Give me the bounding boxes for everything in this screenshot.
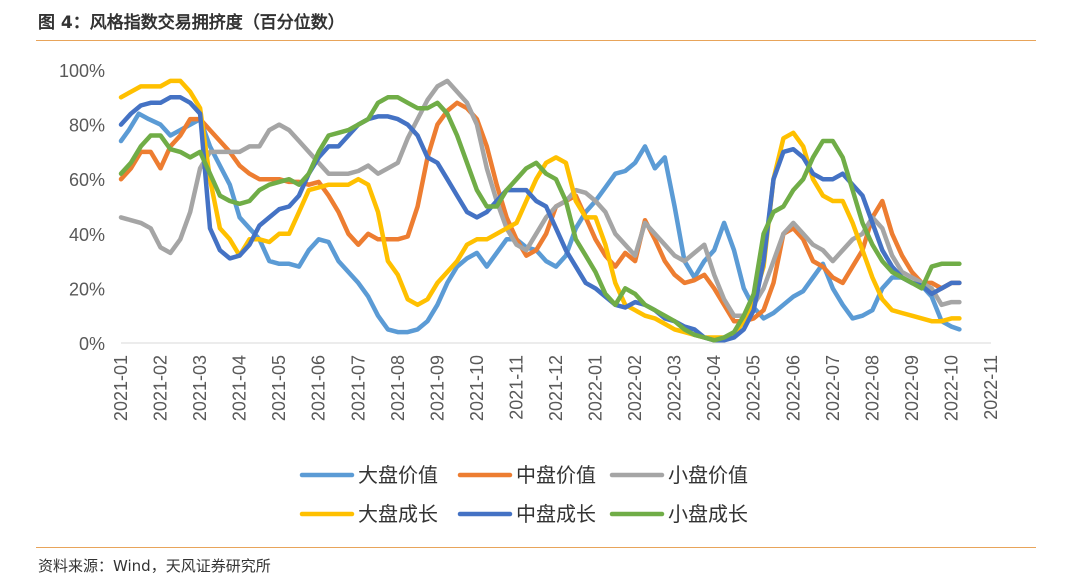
x-tick-label: 2021-12 xyxy=(546,355,566,421)
y-axis-labels: 0% 20% 40% 60% 80% 100% xyxy=(59,61,105,354)
legend-label: 中盘价值 xyxy=(516,463,596,487)
x-tick-label: 2022-08 xyxy=(862,355,882,421)
y-tick-label: 20% xyxy=(69,279,105,299)
legend-label: 大盘价值 xyxy=(358,463,438,487)
x-tick-label: 2021-01 xyxy=(111,355,131,421)
x-tick-label: 2021-03 xyxy=(190,355,210,421)
legend-label: 小盘成长 xyxy=(668,502,748,526)
y-tick-label: 40% xyxy=(69,225,105,245)
series-line xyxy=(118,78,962,318)
y-tick-label: 100% xyxy=(59,61,105,81)
y-tick-label: 80% xyxy=(69,116,105,136)
x-tick-label: 2022-10 xyxy=(941,355,961,421)
legend-label: 大盘成长 xyxy=(358,502,438,526)
y-tick-label: 60% xyxy=(69,170,105,190)
x-tick-label: 2021-08 xyxy=(388,355,408,421)
x-tick-label: 2022-02 xyxy=(625,355,645,421)
x-tick-label: 2022-07 xyxy=(823,355,843,421)
series-line xyxy=(118,95,962,343)
series-line xyxy=(118,78,962,340)
plot-series xyxy=(118,78,962,343)
x-tick-label: 2021-07 xyxy=(348,355,368,421)
y-tick-label: 0% xyxy=(79,334,105,354)
figure-title: 图 4：风格指数交易拥挤度（百分位数） xyxy=(38,13,345,33)
x-tick-label: 2021-09 xyxy=(427,355,447,421)
x-tick-label: 2021-04 xyxy=(230,355,250,421)
x-tick-label: 2022-06 xyxy=(783,355,803,421)
footer-rule xyxy=(36,547,1036,548)
series-line xyxy=(118,95,962,343)
x-tick-label: 2022-05 xyxy=(744,355,764,421)
x-tick-label: 2022-04 xyxy=(704,355,724,421)
x-tick-label: 2022-01 xyxy=(586,355,606,421)
legend-label: 小盘价值 xyxy=(668,463,748,487)
x-axis-labels: 2021-01 2021-02 2021-03 2021-04 2021-05 2021-… xyxy=(111,355,1001,421)
x-tick-label: 2021-05 xyxy=(269,355,289,421)
x-tick-label: 2022-11 xyxy=(981,355,1001,420)
source-note: 资料来源：Wind，天风证券研究所 xyxy=(38,557,271,575)
legend-label: 中盘成长 xyxy=(516,502,596,526)
x-tick-label: 2022-03 xyxy=(665,355,685,421)
header-rule xyxy=(36,40,1036,41)
x-tick-label: 2021-02 xyxy=(151,355,171,421)
x-tick-label: 2021-10 xyxy=(467,355,487,421)
x-tick-label: 2022-09 xyxy=(902,355,922,421)
x-tick-label: 2021-06 xyxy=(309,355,329,421)
x-tick-label: 2021-11 xyxy=(506,355,526,420)
series-line xyxy=(118,100,962,324)
